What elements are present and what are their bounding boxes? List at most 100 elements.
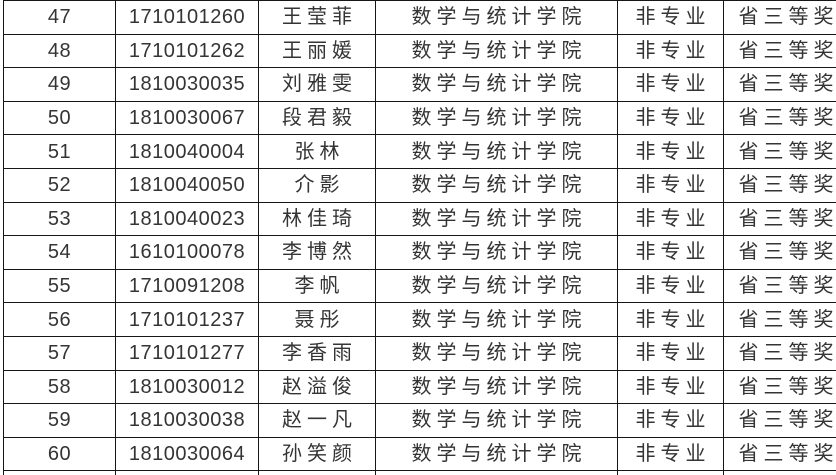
cell-college: 数学与统计学院	[375, 436, 618, 472]
cell-award: 省三等奖	[723, 235, 836, 270]
cell-category: 非专业	[617, 335, 724, 371]
cell-row-number	[3, 470, 116, 475]
table-row: 49 1810030035 刘雅雯 数学与统计学院 非专业 省三等奖	[3, 67, 836, 102]
cell-student-id: 1710101277	[115, 335, 259, 371]
cell-award: 省三等奖	[723, 134, 836, 169]
cell-student-id: 1710091208	[115, 268, 259, 304]
cell-student-id: 1810030038	[115, 403, 259, 438]
cell-student-id: 1710101237	[115, 302, 259, 337]
cell-row-number: 47	[3, 0, 116, 35]
cell-name: 李帆	[258, 268, 376, 304]
cell-name: 聂彤	[258, 302, 376, 337]
cell-student-id: 1810040023	[115, 201, 259, 237]
cell-category: 非专业	[617, 268, 724, 304]
table-row: 51 1810040004 张林 数学与统计学院 非专业 省三等奖	[3, 134, 836, 169]
table-row: 48 1710101262 王丽媛 数学与统计学院 非专业 省三等奖	[3, 33, 836, 69]
cell-college: 数学与统计学院	[375, 335, 618, 371]
cell-row-number: 48	[3, 33, 116, 69]
cell-name: 李博然	[258, 235, 376, 270]
cell-award: 省三等奖	[723, 201, 836, 237]
cell-name: 刘雅雯	[258, 67, 376, 102]
cell-category: 非专业	[617, 201, 724, 237]
cell-category: 非专业	[617, 33, 724, 69]
award-table-body: 47 1710101260 王莹菲 数学与统计学院 非专业 省三等奖 48 17…	[3, 0, 836, 475]
cell-category: 非专业	[617, 369, 724, 405]
table-row: 52 1810040050 介影 数学与统计学院 非专业 省三等奖	[3, 167, 836, 203]
cell-college	[375, 470, 618, 475]
cell-award: 省三等奖	[723, 403, 836, 438]
cell-student-id: 1710101260	[115, 0, 259, 35]
cell-category: 非专业	[617, 100, 724, 136]
cell-award	[723, 470, 836, 475]
cell-name: 介影	[258, 167, 376, 203]
cell-row-number: 51	[3, 134, 116, 169]
cell-category	[617, 470, 724, 475]
cell-college: 数学与统计学院	[375, 201, 618, 237]
cell-row-number: 50	[3, 100, 116, 136]
cell-row-number: 58	[3, 369, 116, 405]
table-row: 57 1710101277 李香雨 数学与统计学院 非专业 省三等奖	[3, 335, 836, 371]
cell-college: 数学与统计学院	[375, 302, 618, 337]
cell-award: 省三等奖	[723, 33, 836, 69]
cell-name: 李香雨	[258, 335, 376, 371]
cell-college: 数学与统计学院	[375, 33, 618, 69]
cell-student-id: 1610100078	[115, 235, 259, 270]
cell-name: 林佳琦	[258, 201, 376, 237]
cell-student-id: 1710101262	[115, 33, 259, 69]
cell-name: 段君毅	[258, 100, 376, 136]
cell-student-id: 1810030012	[115, 369, 259, 405]
table-row: 47 1710101260 王莹菲 数学与统计学院 非专业 省三等奖	[3, 0, 836, 35]
cell-award: 省三等奖	[723, 436, 836, 472]
cell-name: 王莹菲	[258, 0, 376, 35]
cell-row-number: 54	[3, 235, 116, 270]
cell-award: 省三等奖	[723, 335, 836, 371]
cell-college: 数学与统计学院	[375, 167, 618, 203]
table-row: 58 1810030012 赵溢俊 数学与统计学院 非专业 省三等奖	[3, 369, 836, 405]
cell-award: 省三等奖	[723, 0, 836, 35]
cell-award: 省三等奖	[723, 369, 836, 405]
cell-category: 非专业	[617, 436, 724, 472]
cell-category: 非专业	[617, 134, 724, 169]
table-row: 50 1810030067 段君毅 数学与统计学院 非专业 省三等奖	[3, 100, 836, 136]
cell-row-number: 53	[3, 201, 116, 237]
cell-award: 省三等奖	[723, 302, 836, 337]
cell-award: 省三等奖	[723, 67, 836, 102]
cell-category: 非专业	[617, 0, 724, 35]
cell-student-id: 1810030067	[115, 100, 259, 136]
cell-college: 数学与统计学院	[375, 67, 618, 102]
table-row: 54 1610100078 李博然 数学与统计学院 非专业 省三等奖	[3, 235, 836, 270]
cell-name: 王丽媛	[258, 33, 376, 69]
cell-college: 数学与统计学院	[375, 134, 618, 169]
cell-row-number: 55	[3, 268, 116, 304]
table-row: 59 1810030038 赵一凡 数学与统计学院 非专业 省三等奖	[3, 403, 836, 438]
cell-row-number: 56	[3, 302, 116, 337]
cell-student-id: 1810040050	[115, 167, 259, 203]
table-row: 53 1810040023 林佳琦 数学与统计学院 非专业 省三等奖	[3, 201, 836, 237]
cell-name: 赵一凡	[258, 403, 376, 438]
cell-college: 数学与统计学院	[375, 268, 618, 304]
cell-college: 数学与统计学院	[375, 100, 618, 136]
cell-student-id	[115, 470, 259, 475]
cell-row-number: 60	[3, 436, 116, 472]
cell-award: 省三等奖	[723, 167, 836, 203]
cell-row-number: 52	[3, 167, 116, 203]
cell-college: 数学与统计学院	[375, 403, 618, 438]
table-row: 60 1810030064 孙笑颜 数学与统计学院 非专业 省三等奖	[3, 436, 836, 472]
cell-category: 非专业	[617, 302, 724, 337]
cell-student-id: 1810040004	[115, 134, 259, 169]
cell-category: 非专业	[617, 403, 724, 438]
cell-award: 省三等奖	[723, 100, 836, 136]
cell-row-number: 59	[3, 403, 116, 438]
cell-row-number: 49	[3, 67, 116, 102]
cell-row-number: 57	[3, 335, 116, 371]
cell-student-id: 1810030064	[115, 436, 259, 472]
table-row-partial	[3, 470, 836, 475]
cell-category: 非专业	[617, 167, 724, 203]
cell-name	[258, 470, 376, 475]
cell-student-id: 1810030035	[115, 67, 259, 102]
cell-college: 数学与统计学院	[375, 369, 618, 405]
cell-name: 赵溢俊	[258, 369, 376, 405]
cell-category: 非专业	[617, 235, 724, 270]
award-table: 47 1710101260 王莹菲 数学与统计学院 非专业 省三等奖 48 17…	[3, 0, 836, 475]
